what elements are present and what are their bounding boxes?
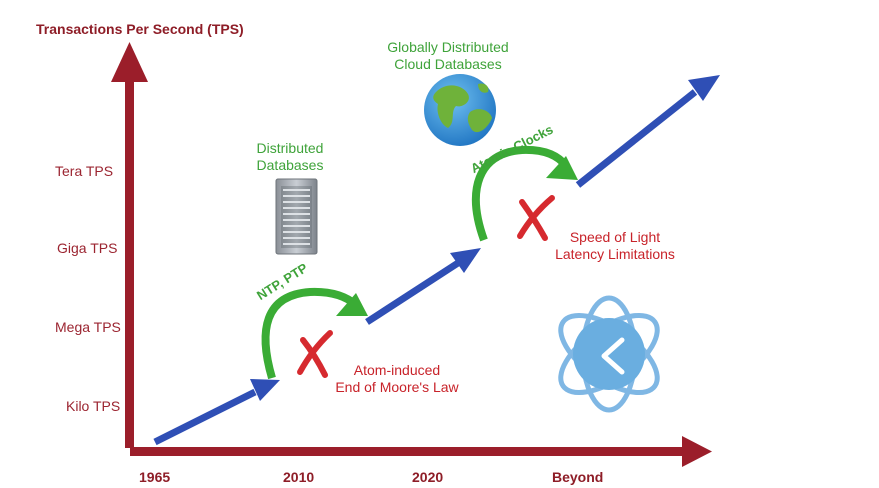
trend-arrow-2: [365, 248, 481, 325]
y-level-tera: Tera TPS: [55, 163, 114, 179]
x-label-1965: 1965: [139, 469, 171, 485]
x-label-2020: 2020: [412, 469, 444, 485]
x-mark-icon: [297, 330, 333, 378]
x-axis: [130, 436, 712, 467]
y-level-giga: Giga TPS: [57, 240, 118, 256]
trend-arrow-3: [575, 75, 720, 188]
atomic-transition-arrow: [472, 145, 578, 242]
light-speed-limitation-label: Speed of Light Latency Limitations: [555, 229, 675, 262]
atomic-clock-icon: [558, 295, 660, 413]
distributed-databases-label: Distributed Databases: [256, 140, 324, 173]
trend-arrow-1: [153, 379, 280, 446]
x-label-beyond: Beyond: [552, 469, 604, 485]
server-rack-icon: [275, 178, 318, 255]
x-label-2010: 2010: [283, 469, 315, 485]
ntp-transition-arrow: [261, 287, 368, 380]
globe-icon: [424, 74, 496, 146]
y-axis: [111, 42, 148, 448]
moores-law-limitation-label: Atom-induced End of Moore's Law: [335, 362, 459, 395]
cloud-databases-label: Globally Distributed Cloud Databases: [387, 39, 509, 72]
x-mark-icon: [517, 195, 555, 241]
y-level-kilo: Kilo TPS: [66, 398, 121, 414]
y-axis-title: Transactions Per Second (TPS): [36, 21, 244, 37]
y-level-mega: Mega TPS: [55, 319, 121, 335]
